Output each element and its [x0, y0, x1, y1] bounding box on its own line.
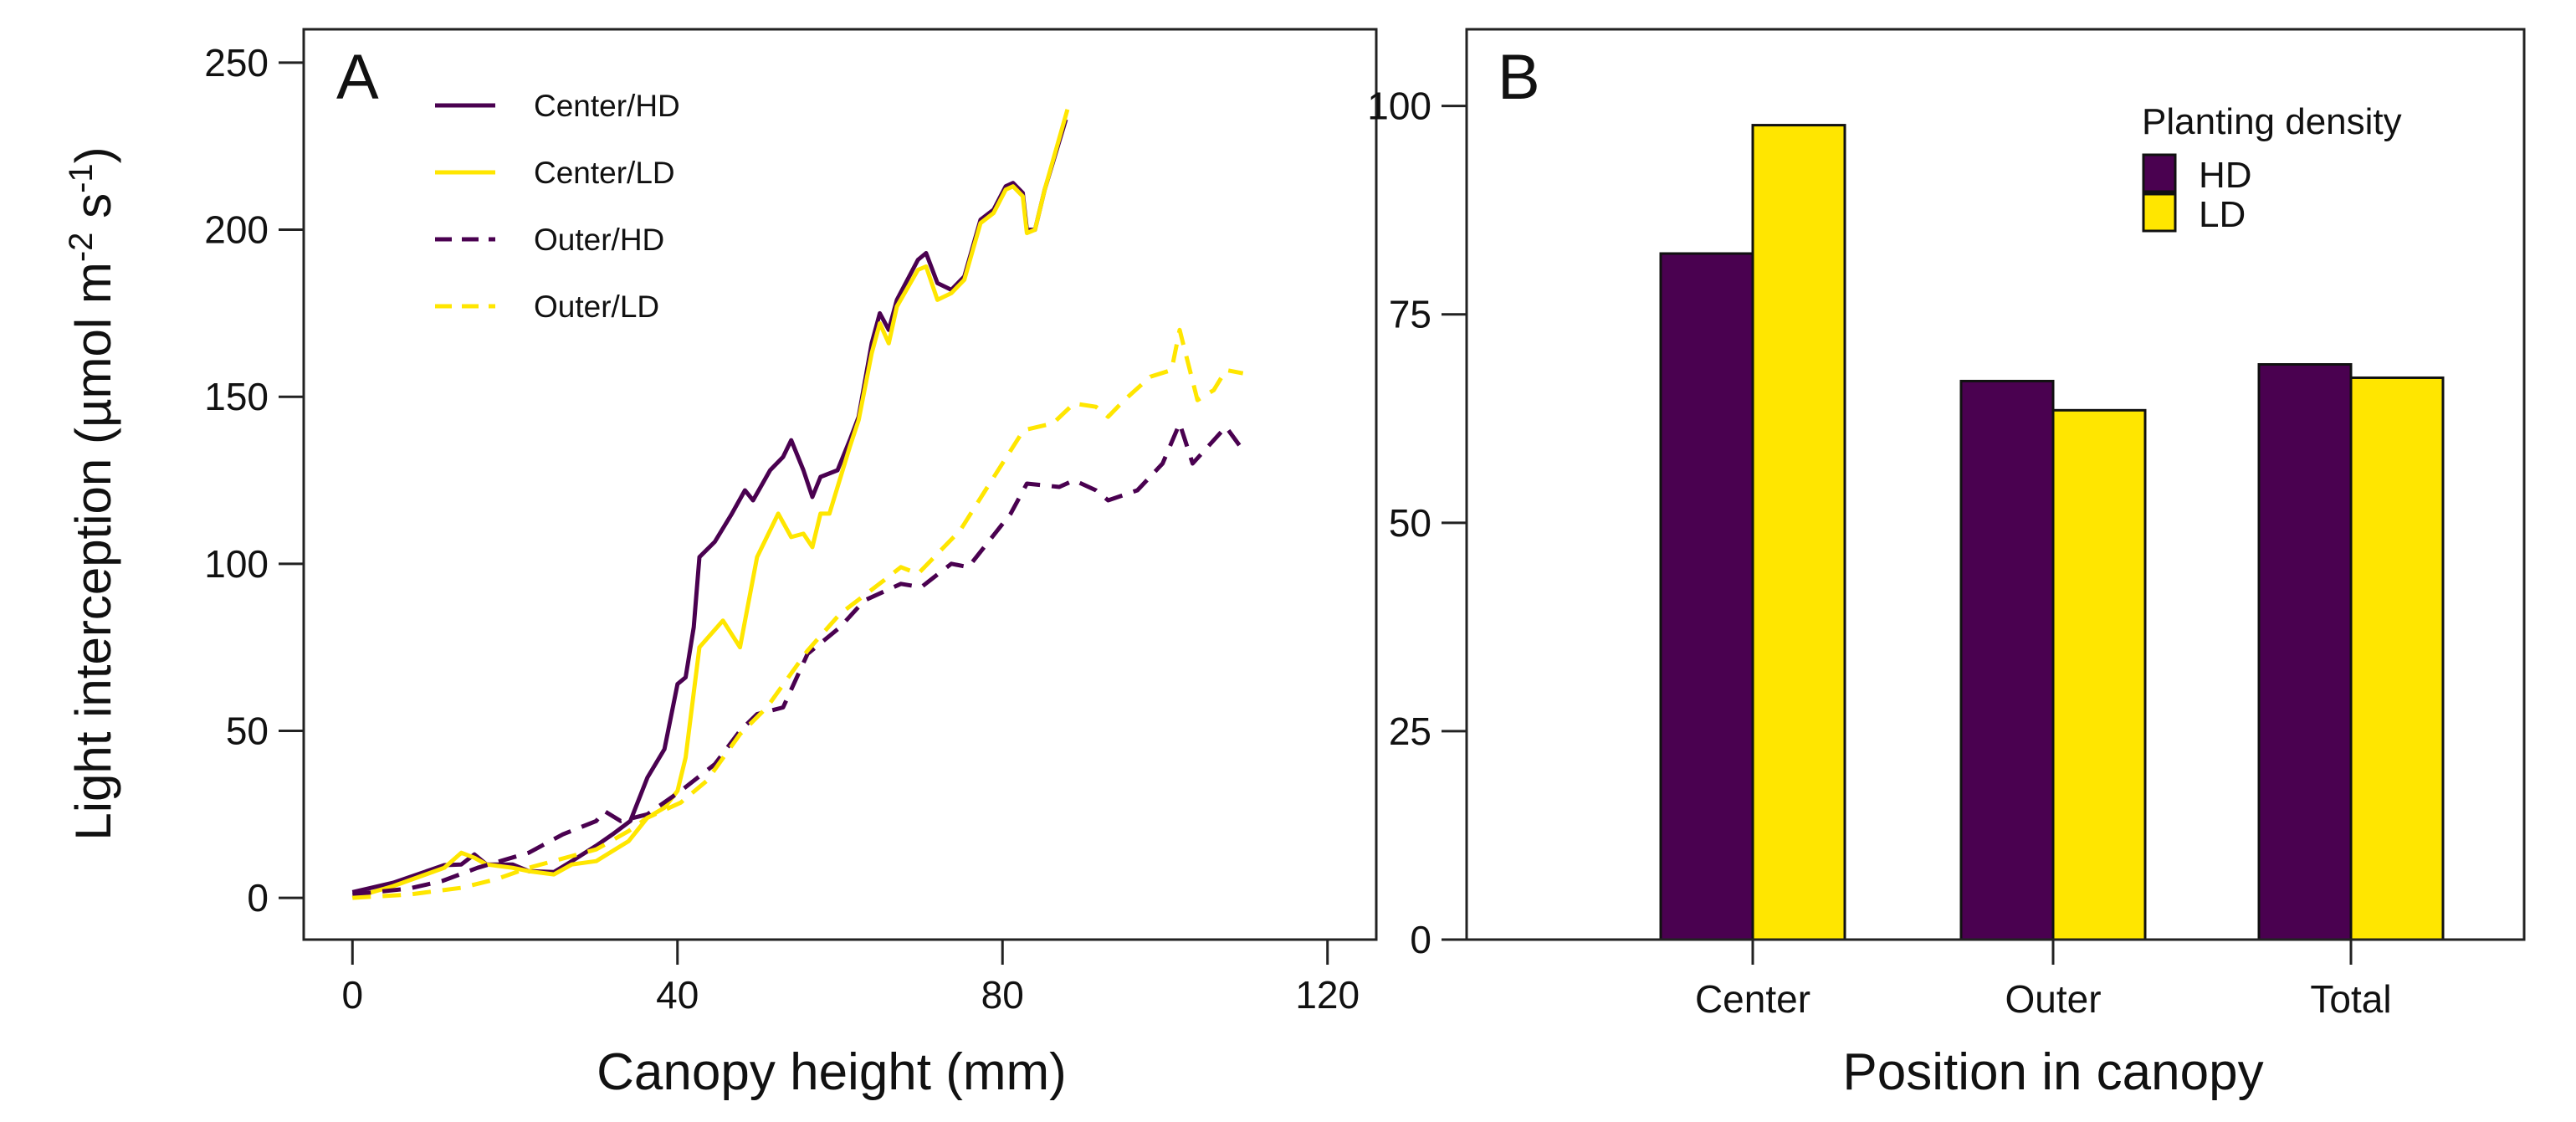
legend-label: Outer/HD [534, 223, 664, 257]
legend-title: Planting density [2142, 101, 2402, 142]
legend-label: Center/HD [534, 89, 680, 123]
bar-ld-center [1751, 124, 1846, 941]
y-tick-label: 0 [1410, 918, 1431, 961]
legend-label: HD [2199, 155, 2252, 196]
y-axis-label: Light interception (µmol m-2 s-1) [63, 146, 121, 840]
y-axis-label-part: s [65, 193, 121, 233]
y-tick-label: 100 [1367, 85, 1431, 128]
plot-frame [302, 28, 1378, 941]
x-tick-label: Outer [2005, 977, 2101, 1021]
series-line-outer-ld [352, 327, 1244, 900]
x-tick-label: 0 [341, 973, 363, 1017]
y-tick-label: 150 [204, 375, 269, 418]
y-tick-label: 50 [226, 709, 269, 752]
y-axis-label-part: ) [65, 146, 121, 163]
y-tick-label: 100 [204, 542, 269, 586]
y-axis-label-part: -2 [63, 233, 100, 263]
y-tick-label: 25 [1389, 710, 1431, 753]
y-tick-label: 250 [204, 41, 269, 85]
x-tick-label: 40 [656, 973, 699, 1017]
x-tick-label: Total [2310, 977, 2391, 1021]
bar-ld-total [2349, 376, 2445, 941]
x-tick-label: 80 [981, 973, 1024, 1017]
series-line-outer-hd [352, 421, 1245, 897]
panel-b: 0 25 50 75 100 Center Outer Total Position in ca… [1367, 28, 2526, 1101]
bar-ld-outer [2051, 408, 2147, 941]
legend-label: Outer/LD [534, 289, 659, 324]
bar-hd-total [2257, 363, 2353, 941]
plot-frame [1465, 28, 2526, 941]
y-tick-label: 75 [1389, 293, 1431, 336]
x-axis-label: Position in canopy [1842, 1043, 2263, 1101]
y-tick-label: 0 [247, 876, 269, 920]
bar-hd-outer [1959, 379, 2055, 941]
x-tick-label: 120 [1295, 973, 1360, 1017]
series-line-center-hd [351, 119, 1068, 894]
y-axis-label-part: Light interception (µmol m [65, 262, 121, 841]
legend-swatch [2142, 192, 2177, 233]
series-line-center-ld [351, 109, 1070, 900]
legend-label: Center/LD [534, 156, 675, 190]
legend-label: LD [2199, 194, 2246, 235]
panel-a: 0 50 100 150 200 250 0 40 80 120 Canopy height (mm… [63, 28, 1378, 1101]
legend-swatch [2142, 153, 2177, 193]
x-tick-label: Center [1695, 977, 1810, 1021]
x-axis-label: Canopy height (mm) [597, 1043, 1067, 1101]
y-axis-label-part: -1 [63, 163, 100, 193]
panel-label: B [1498, 42, 1540, 113]
y-tick-label: 50 [1389, 501, 1431, 545]
y-tick-label: 200 [204, 208, 269, 252]
bar-hd-center [1659, 252, 1754, 941]
panel-label: A [336, 42, 379, 113]
